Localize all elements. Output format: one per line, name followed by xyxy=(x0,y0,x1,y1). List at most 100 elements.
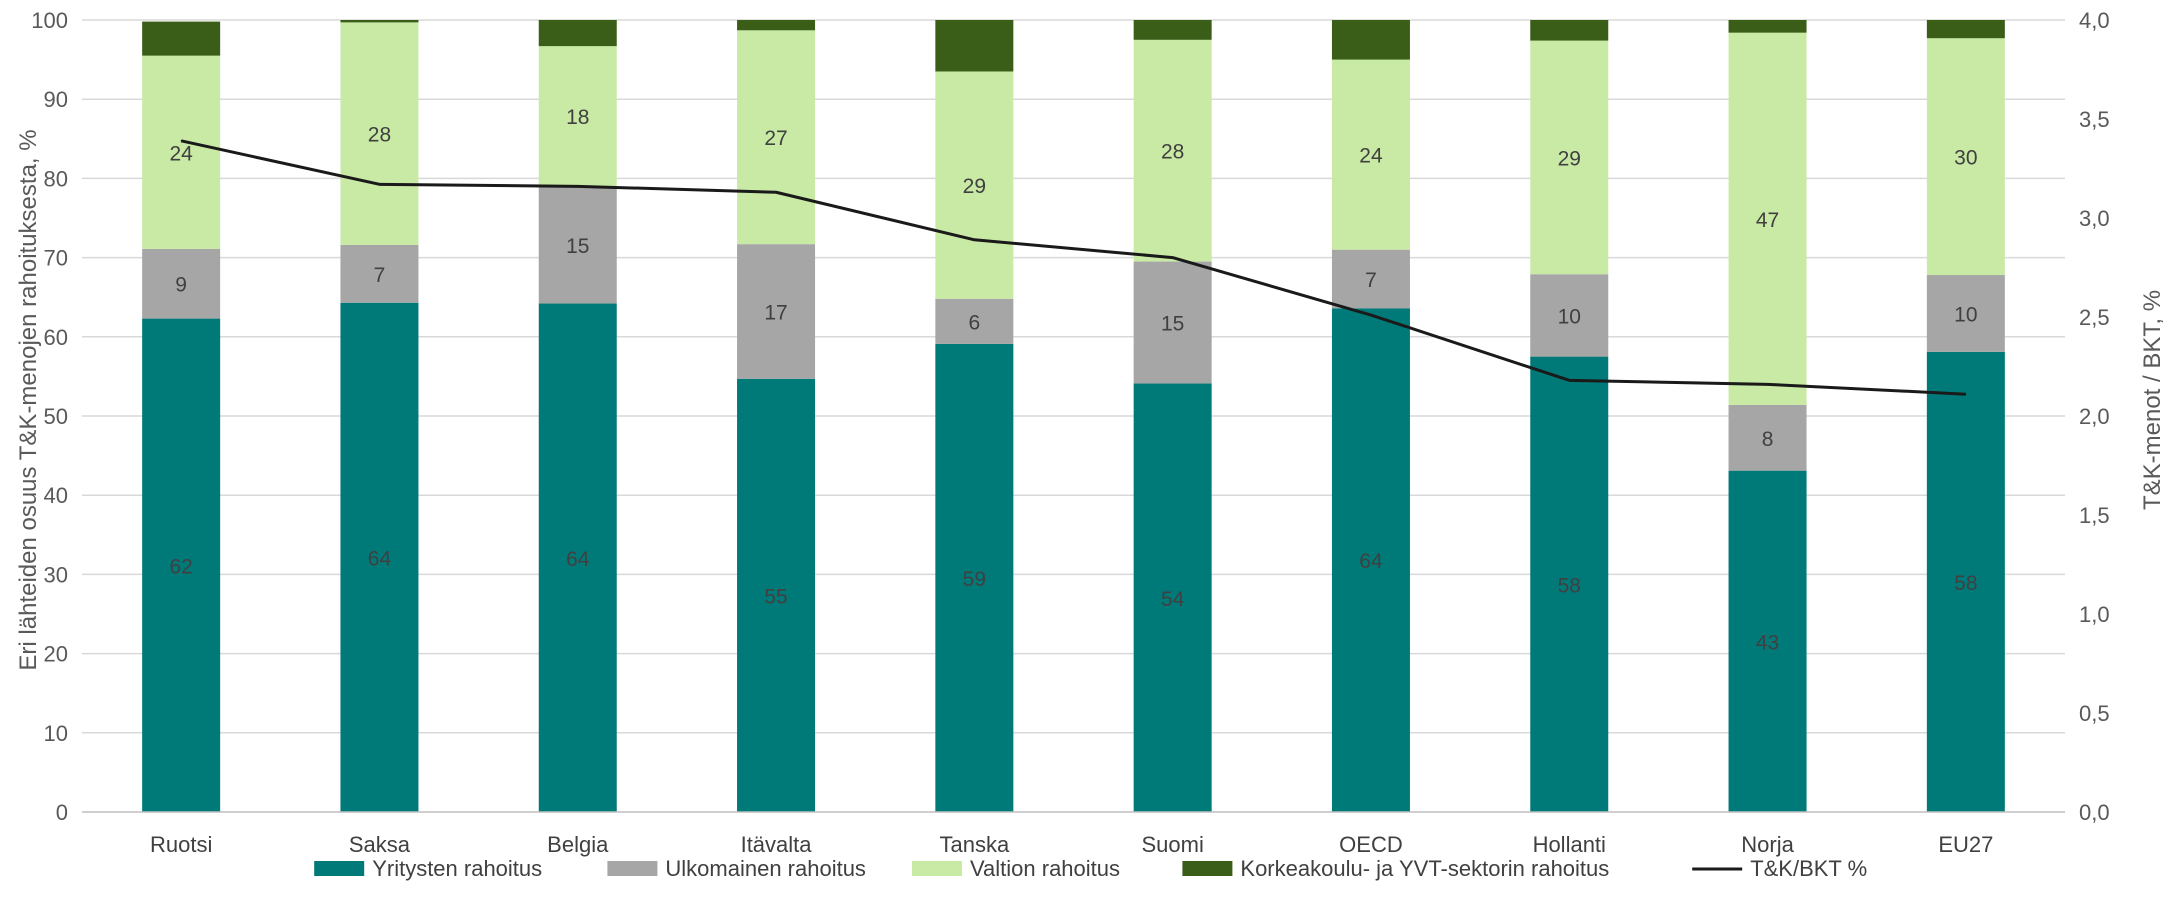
bar-data-label: 18 xyxy=(566,106,589,129)
bar-segment xyxy=(340,244,419,303)
bar-data-label: 6 xyxy=(969,311,981,334)
bar-segment xyxy=(1133,261,1212,384)
bar-segment xyxy=(142,318,221,812)
legend-label: Korkeakoulu- ja YVT-sektorin rahoitus xyxy=(1240,856,1609,881)
bar-data-label: 64 xyxy=(566,548,590,571)
y-tick-label: 100 xyxy=(31,8,68,33)
y-tick-label: 40 xyxy=(44,483,68,508)
y-tick-label: 50 xyxy=(44,404,68,429)
bar-data-label: 64 xyxy=(368,547,392,570)
bar-segment xyxy=(935,343,1014,812)
bar-segment xyxy=(1133,20,1212,40)
legend-label: T&K/BKT % xyxy=(1750,856,1867,881)
legend-item: Ulkomainen rahoitus xyxy=(607,856,866,881)
y2-tick-label: 4,0 xyxy=(2079,8,2110,33)
bar-segment xyxy=(1331,249,1410,309)
bar-segment xyxy=(538,46,617,187)
x-category-label: Suomi xyxy=(1141,832,1203,857)
bars xyxy=(142,20,2005,812)
bar-data-label: 7 xyxy=(374,264,386,287)
legend-swatch xyxy=(912,861,962,876)
ratio-line-point xyxy=(180,140,182,142)
bar-segment xyxy=(538,303,617,812)
bar-data-label: 29 xyxy=(1558,147,1581,170)
bar-segment xyxy=(1530,40,1609,275)
x-category-label: Belgia xyxy=(547,832,609,857)
bar-segment xyxy=(1331,308,1410,812)
x-category-label: Norja xyxy=(1741,832,1794,857)
bar-segment xyxy=(1530,20,1609,41)
bar-data-label: 24 xyxy=(169,142,193,165)
bar-segment xyxy=(1926,20,2005,39)
legend-item: Yritysten rahoitus xyxy=(314,856,542,881)
ratio-line-point xyxy=(378,183,380,185)
bar-segment xyxy=(1728,20,1807,33)
ratio-line-point xyxy=(1965,393,1967,395)
bar-data-label: 47 xyxy=(1756,209,1779,232)
bar-data-label: 7 xyxy=(1365,269,1377,292)
x-category-label: OECD xyxy=(1339,832,1403,857)
bar-data-label: 64 xyxy=(1359,550,1383,573)
bar-segment xyxy=(340,22,419,245)
y-tick-label: 30 xyxy=(44,562,68,587)
legend-label: Valtion rahoitus xyxy=(970,856,1120,881)
bar-segment xyxy=(1331,59,1410,250)
bar-data-labels: 6292464728641518551727596295415286472458… xyxy=(169,106,1977,654)
bar-segment xyxy=(1728,470,1807,812)
bar-segment xyxy=(1926,38,2005,276)
y2-tick-label: 3,5 xyxy=(2079,107,2110,132)
bar-data-label: 8 xyxy=(1762,428,1774,451)
bar-data-label: 58 xyxy=(1954,572,1977,595)
ratio-line-point xyxy=(1172,257,1174,259)
bar-data-label: 55 xyxy=(764,585,787,608)
bar-segment xyxy=(340,20,419,23)
ratio-line-point xyxy=(577,185,579,187)
bar-data-label: 10 xyxy=(1954,303,1977,326)
legend-item: Korkeakoulu- ja YVT-sektorin rahoitus xyxy=(1182,856,1609,881)
bar-segment xyxy=(737,244,816,379)
bar-segment xyxy=(935,20,1014,72)
ratio-line-point xyxy=(973,239,975,241)
bar-data-label: 29 xyxy=(963,175,986,198)
bar-segment xyxy=(935,71,1014,299)
y2-tick-label: 1,0 xyxy=(2079,602,2110,627)
y2-tick-label: 1,5 xyxy=(2079,503,2110,528)
y-axis-title: Eri lähteiden osuus T&K-menojen rahoituk… xyxy=(15,129,42,670)
bar-segment xyxy=(538,186,617,304)
y-tick-label: 0 xyxy=(56,800,68,825)
y2-tick-label: 0,5 xyxy=(2079,701,2110,726)
bar-data-label: 54 xyxy=(1161,588,1185,611)
bar-segment xyxy=(1133,383,1212,812)
bar-data-label: 15 xyxy=(566,235,589,258)
ratio-line-point xyxy=(1370,314,1372,316)
y2-tick-label: 0,0 xyxy=(2079,800,2110,825)
axes: 0 10 20 30 40 50 60 70 80 90 100 0,0 0,5 1,0 1,5 2,0 2,5… xyxy=(31,8,2109,857)
y2-axis-title: T&K-menot / BKT, % xyxy=(2139,290,2166,510)
ratio-line-point xyxy=(1767,383,1769,385)
bar-data-label: 17 xyxy=(764,301,787,324)
x-category-label: Ruotsi xyxy=(150,832,212,857)
x-category-label: Itävalta xyxy=(741,832,813,857)
bar-segment xyxy=(1530,274,1609,357)
x-category-label: Hollanti xyxy=(1533,832,1606,857)
bar-data-label: 58 xyxy=(1558,574,1581,597)
ratio-line-point xyxy=(775,191,777,193)
bar-segment xyxy=(737,30,816,245)
legend-swatch xyxy=(314,861,365,876)
x-category-label: EU27 xyxy=(1938,832,1993,857)
bar-data-label: 10 xyxy=(1558,305,1581,328)
y-tick-label: 10 xyxy=(44,721,68,746)
bar-segment xyxy=(538,20,617,47)
legend-item: Valtion rahoitus xyxy=(912,856,1120,881)
ratio-line-path xyxy=(180,139,1966,396)
y-tick-label: 70 xyxy=(44,246,68,271)
bar-data-label: 9 xyxy=(175,274,187,297)
y2-tick-label: 2,5 xyxy=(2079,305,2110,330)
bar-segment xyxy=(142,21,221,56)
ratio-line-point xyxy=(1568,379,1570,381)
bar-segment xyxy=(142,248,221,319)
bar-data-label: 43 xyxy=(1756,631,1779,654)
bar-segment xyxy=(737,378,816,812)
